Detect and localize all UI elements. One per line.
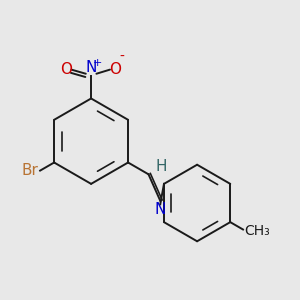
Text: CH₃: CH₃: [244, 224, 270, 238]
Text: +: +: [93, 58, 102, 68]
Text: N: N: [85, 60, 97, 75]
Text: O: O: [60, 62, 72, 77]
Text: O: O: [109, 62, 121, 77]
Text: N: N: [154, 202, 166, 217]
Text: H: H: [156, 159, 167, 174]
Text: Br: Br: [22, 163, 39, 178]
Text: -: -: [119, 50, 124, 64]
